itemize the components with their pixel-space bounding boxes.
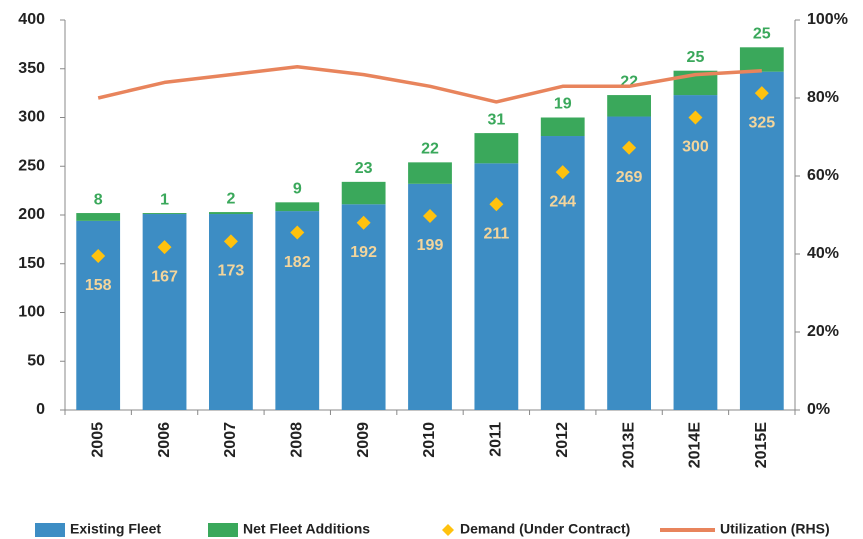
diamond — [555, 165, 570, 180]
bar — [673, 95, 718, 410]
diamond — [223, 234, 238, 249]
point-label: 158 — [85, 277, 112, 294]
bar-label: 25 — [687, 49, 705, 66]
y-tick-label: 250 — [18, 157, 45, 174]
bar — [275, 211, 320, 410]
bar — [474, 133, 519, 164]
bar — [540, 117, 585, 137]
x-tick-label: 2011 — [488, 422, 505, 457]
y2-tick-label: 40% — [807, 245, 839, 262]
bar-label: 9 — [293, 181, 302, 198]
x-tick-label: 2008 — [288, 422, 305, 458]
legend-swatch — [442, 524, 454, 536]
y2-tick-label: 100% — [807, 11, 848, 28]
diamond — [688, 110, 703, 125]
bar — [408, 162, 452, 184]
x-tick-label: 2012 — [554, 422, 571, 458]
y-tick-label: 300 — [18, 109, 45, 126]
bar — [739, 71, 784, 411]
point-label: 192 — [350, 244, 377, 261]
bar — [341, 181, 386, 205]
diamond — [157, 240, 172, 255]
x-tick-label: 2014E — [687, 422, 704, 469]
bar-label: 19 — [554, 96, 572, 113]
legend-label: Demand (Under Contract) — [460, 521, 630, 537]
point-label: 325 — [748, 114, 775, 131]
point-label: 173 — [218, 263, 245, 280]
point-label: 269 — [616, 169, 643, 186]
y-tick-label: 200 — [18, 206, 45, 223]
bar — [275, 202, 320, 212]
point-label: 300 — [682, 139, 709, 156]
diamond — [290, 225, 305, 240]
bar — [607, 116, 651, 411]
bar-label: 25 — [753, 26, 771, 43]
bar — [142, 213, 187, 215]
y-tick-label: 100 — [18, 304, 45, 321]
bar-label: 22 — [421, 141, 439, 158]
bar — [607, 95, 651, 117]
y-tick-label: 350 — [18, 60, 45, 77]
x-tick-label: 2010 — [421, 422, 438, 458]
legend-label: Net Fleet Additions — [243, 521, 370, 537]
point-label: 211 — [483, 225, 509, 242]
diamond — [356, 215, 371, 230]
line — [97, 65, 762, 104]
bar — [76, 213, 121, 221]
bar-label: 2 — [226, 190, 235, 207]
diamond — [91, 248, 106, 263]
legend-label: Utilization (RHS) — [720, 521, 830, 537]
bar-label: 8 — [94, 191, 103, 208]
bar-label: 23 — [355, 160, 373, 177]
point-label: 199 — [417, 237, 444, 254]
diamond — [423, 208, 437, 223]
legend-swatch — [35, 523, 65, 537]
diamond — [754, 86, 769, 101]
bar — [540, 136, 585, 410]
x-tick-label: 2015E — [753, 422, 770, 469]
y2-tick-label: 0% — [807, 401, 830, 418]
point-label: 167 — [151, 268, 178, 285]
y2-tick-label: 60% — [807, 167, 839, 184]
bar-label: 31 — [487, 111, 505, 128]
x-tick-label: 2005 — [89, 422, 106, 458]
bar-label: 1 — [160, 191, 169, 208]
point-label: 182 — [284, 254, 311, 271]
y-tick-label: 0 — [36, 401, 45, 418]
y-tick-label: 400 — [18, 11, 45, 28]
y2-tick-label: 20% — [807, 323, 839, 340]
bar — [739, 47, 784, 72]
point-label: 244 — [549, 193, 576, 210]
y-tick-label: 50 — [27, 352, 45, 369]
x-tick-label: 2009 — [355, 422, 372, 458]
bar — [341, 204, 386, 410]
y2-tick-label: 80% — [807, 89, 839, 106]
bar — [209, 212, 253, 215]
diamond — [489, 197, 504, 212]
x-tick-label: 2006 — [156, 422, 173, 458]
x-tick-label: 2013E — [620, 422, 637, 469]
legend-swatch — [208, 523, 238, 537]
legend-label: Existing Fleet — [70, 521, 161, 537]
diamond — [622, 140, 637, 155]
y-tick-label: 150 — [18, 255, 45, 272]
x-tick-label: 2007 — [222, 422, 239, 458]
